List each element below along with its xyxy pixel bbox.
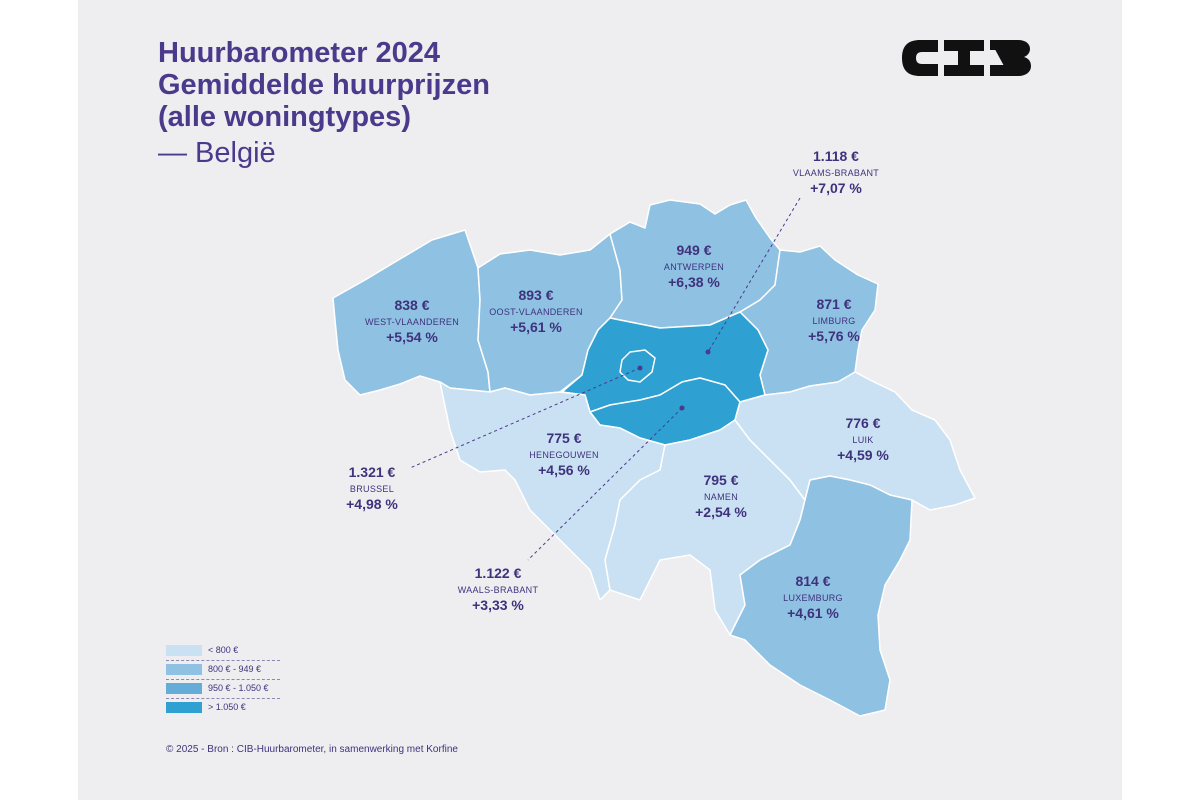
legend-swatch	[166, 701, 202, 713]
name-namen: NAMEN	[703, 492, 739, 502]
label-luik: 776 € LUIK +4,59 %	[837, 415, 889, 464]
region-brussel[interactable]	[619, 349, 656, 383]
change-vlaams-brabant: +7,07 %	[810, 180, 862, 196]
change-brussel: +4,98 %	[346, 496, 398, 512]
price-antwerpen: 949 €	[676, 242, 712, 258]
region-luik[interactable]	[734, 371, 976, 511]
legend-item: < 800 €	[166, 642, 238, 658]
name-henegouwen: HENEGOUWEN	[529, 450, 599, 460]
change-waals-brabant: +3,33 %	[472, 597, 524, 613]
marker-vlaams-brabant	[705, 349, 711, 355]
legend-divider	[166, 679, 280, 680]
cib-logo	[902, 40, 1031, 76]
leader-waals-brabant	[527, 407, 683, 561]
source-note: © 2025 - Bron : CIB-Huurbarometer, in sa…	[166, 744, 458, 755]
name-oost-vlaanderen: OOST-VLAANDEREN	[489, 307, 583, 317]
legend-label: > 1.050 €	[208, 702, 246, 712]
price-namen: 795 €	[703, 472, 739, 488]
title-line-2: Gemiddelde huurprijzen	[158, 69, 490, 101]
name-luxemburg: LUXEMBURG	[783, 593, 843, 603]
legend-swatch	[166, 644, 202, 656]
price-henegouwen: 775 €	[546, 430, 582, 446]
label-luxemburg: 814 € LUXEMBURG +4,61 %	[783, 573, 843, 622]
label-west-vlaanderen: 838 € WEST-VLAANDEREN +5,54 %	[365, 297, 459, 346]
legend-label: < 800 €	[208, 645, 239, 655]
label-namen: 795 € NAMEN +2,54 %	[695, 472, 747, 521]
legend-label: 800 € - 949 €	[208, 664, 262, 674]
name-vlaams-brabant: VLAAMS-BRABANT	[792, 168, 880, 178]
legend-divider	[166, 698, 280, 699]
name-limburg: LIMBURG	[812, 316, 856, 326]
label-waals-brabant: 1.122 € WAALS-BRABANT +3,33 %	[458, 565, 539, 614]
price-luxemburg: 814 €	[795, 573, 831, 589]
price-waals-brabant: 1.122 €	[474, 565, 522, 581]
change-luik: +4,59 %	[837, 447, 889, 463]
marker-waals-brabant	[679, 405, 685, 411]
price-limburg: 871 €	[816, 296, 852, 312]
legend-swatch	[166, 663, 202, 675]
name-brussel: BRUSSEL	[349, 484, 395, 494]
legend-item: 950 € - 1.050 €	[166, 680, 269, 696]
change-namen: +2,54 %	[695, 504, 747, 520]
label-henegouwen: 775 € HENEGOUWEN +4,56 %	[529, 430, 599, 479]
region-luxemburg[interactable]	[729, 475, 913, 717]
title-line-3: (alle woningtypes)	[158, 101, 411, 133]
name-west-vlaanderen: WEST-VLAANDEREN	[364, 317, 460, 327]
legend-item: 800 € - 949 €	[166, 661, 261, 677]
change-oost-vlaanderen: +5,61 %	[510, 319, 562, 335]
price-luik: 776 €	[845, 415, 881, 431]
label-vlaams-brabant: 1.118 € VLAAMS-BRABANT +7,07 %	[793, 148, 879, 197]
price-west-vlaanderen: 838 €	[394, 297, 430, 313]
title-line-1: Huurbarometer 2024	[158, 37, 441, 69]
change-henegouwen: +4,56 %	[538, 462, 590, 478]
name-luik: LUIK	[852, 435, 874, 445]
change-limburg: +5,76 %	[808, 328, 860, 344]
label-brussel: 1.321 € BRUSSEL +4,98 %	[346, 464, 398, 513]
legend-item: > 1.050 €	[166, 699, 246, 715]
label-oost-vlaanderen: 893 € OOST-VLAANDEREN +5,61 %	[489, 287, 583, 336]
change-luxemburg: +4,61 %	[787, 605, 839, 621]
price-brussel: 1.321 €	[348, 464, 396, 480]
legend-divider	[166, 660, 280, 661]
change-west-vlaanderen: +5,54 %	[386, 329, 438, 345]
legend-label: 950 € - 1.050 €	[208, 683, 269, 693]
price-oost-vlaanderen: 893 €	[518, 287, 554, 303]
label-antwerpen: 949 € ANTWERPEN +6,38 %	[664, 242, 724, 291]
name-antwerpen: ANTWERPEN	[663, 262, 725, 272]
marker-brussel	[637, 365, 643, 371]
label-limburg: 871 € LIMBURG +5,76 %	[808, 296, 860, 345]
name-waals-brabant: WAALS-BRABANT	[457, 585, 539, 595]
legend-swatch	[166, 682, 202, 694]
price-vlaams-brabant: 1.118 €	[813, 148, 859, 164]
change-antwerpen: +6,38 %	[668, 274, 720, 290]
subtitle: — België	[158, 137, 276, 169]
